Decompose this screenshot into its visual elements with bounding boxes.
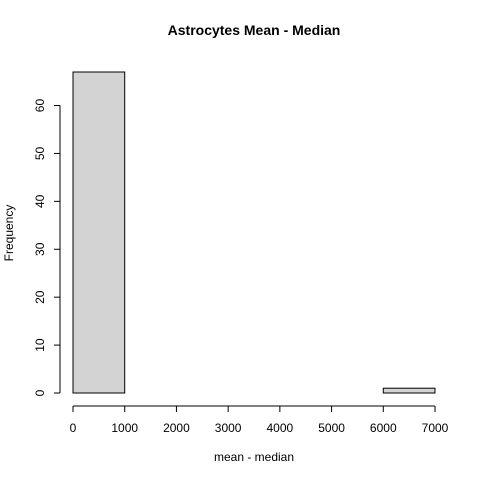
x-tick-label: 2000 <box>163 421 190 435</box>
y-tick-label: 10 <box>33 338 47 352</box>
x-tick-label: 1000 <box>111 421 138 435</box>
x-tick-label: 3000 <box>215 421 242 435</box>
histogram-bar <box>73 72 125 393</box>
y-axis-label: Frequency <box>2 205 16 262</box>
histogram-bar <box>383 388 435 393</box>
y-tick-label: 20 <box>33 290 47 304</box>
x-axis-label: mean - median <box>214 450 294 464</box>
y-tick-label: 50 <box>33 146 47 160</box>
x-axis: 0 1000 2000 3000 4000 5000 6000 7000 <box>70 406 449 435</box>
x-tick-label: 4000 <box>267 421 294 435</box>
y-tick-label: 60 <box>33 99 47 113</box>
x-tick-label: 6000 <box>370 421 397 435</box>
y-tick-label: 0 <box>33 389 47 396</box>
y-axis: 0 10 20 30 40 50 60 <box>33 99 60 397</box>
bars-group <box>73 72 435 393</box>
y-tick-label: 30 <box>33 242 47 256</box>
x-tick-label: 5000 <box>318 421 345 435</box>
x-tick-label: 0 <box>70 421 77 435</box>
y-tick-label: 40 <box>33 194 47 208</box>
x-tick-label: 7000 <box>422 421 449 435</box>
chart-title: Astrocytes Mean - Median <box>168 22 341 38</box>
